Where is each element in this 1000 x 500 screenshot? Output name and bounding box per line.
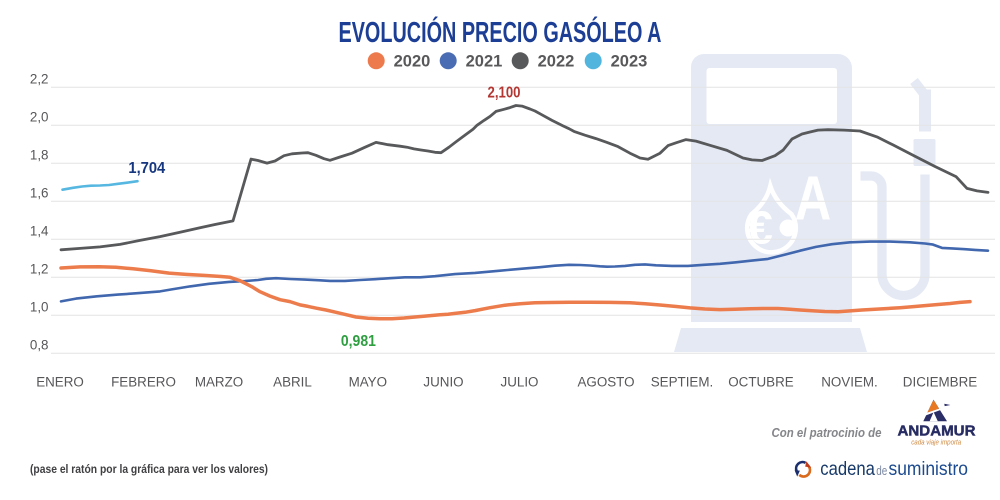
svg-text:NOVIEM.: NOVIEM. xyxy=(821,375,878,390)
svg-text:2021: 2021 xyxy=(466,52,503,70)
svg-text:0,8: 0,8 xyxy=(30,338,49,353)
svg-text:EVOLUCIÓN PRECIO GASÓLEO A: EVOLUCIÓN PRECIO GASÓLEO A xyxy=(339,15,662,49)
svg-text:OCTUBRE: OCTUBRE xyxy=(728,375,794,390)
svg-text:suministro: suministro xyxy=(889,458,969,480)
svg-text:cadena: cadena xyxy=(820,458,875,480)
svg-text:1,4: 1,4 xyxy=(30,224,49,239)
svg-text:€: € xyxy=(747,202,773,254)
svg-text:1,0: 1,0 xyxy=(30,300,49,315)
svg-text:(pase el ratón por la gráfica: (pase el ratón por la gráfica para ver l… xyxy=(30,462,268,476)
svg-text:2,0: 2,0 xyxy=(30,110,49,125)
svg-text:0,981: 0,981 xyxy=(341,332,376,350)
svg-text:MAYO: MAYO xyxy=(349,375,387,390)
svg-text:FEBRERO: FEBRERO xyxy=(111,375,176,390)
svg-text:2,100: 2,100 xyxy=(488,84,521,102)
svg-text:2020: 2020 xyxy=(394,52,431,70)
svg-text:1,704: 1,704 xyxy=(128,159,165,177)
svg-text:cada viaje importa: cada viaje importa xyxy=(911,440,961,447)
svg-text:SEPTIEM.: SEPTIEM. xyxy=(651,375,714,390)
svg-text:A: A xyxy=(795,165,832,234)
svg-text:DICIEMBRE: DICIEMBRE xyxy=(903,375,977,390)
svg-text:2023: 2023 xyxy=(611,52,648,70)
svg-text:JULIO: JULIO xyxy=(501,375,539,390)
svg-text:2,2: 2,2 xyxy=(30,72,49,87)
svg-text:1,8: 1,8 xyxy=(30,148,49,163)
svg-text:ABRIL: ABRIL xyxy=(273,375,312,390)
svg-text:MARZO: MARZO xyxy=(195,375,243,390)
svg-text:2022: 2022 xyxy=(538,52,575,70)
svg-text:AGOSTO: AGOSTO xyxy=(577,375,634,390)
svg-text:1,2: 1,2 xyxy=(30,262,49,277)
svg-text:de: de xyxy=(876,463,887,478)
svg-text:Con el patrocinio de: Con el patrocinio de xyxy=(772,425,882,440)
svg-text:ENERO: ENERO xyxy=(36,375,84,390)
svg-text:JUNIO: JUNIO xyxy=(423,375,463,390)
svg-text:ANDAMUR: ANDAMUR xyxy=(898,423,976,440)
svg-text:1,6: 1,6 xyxy=(30,186,49,201)
